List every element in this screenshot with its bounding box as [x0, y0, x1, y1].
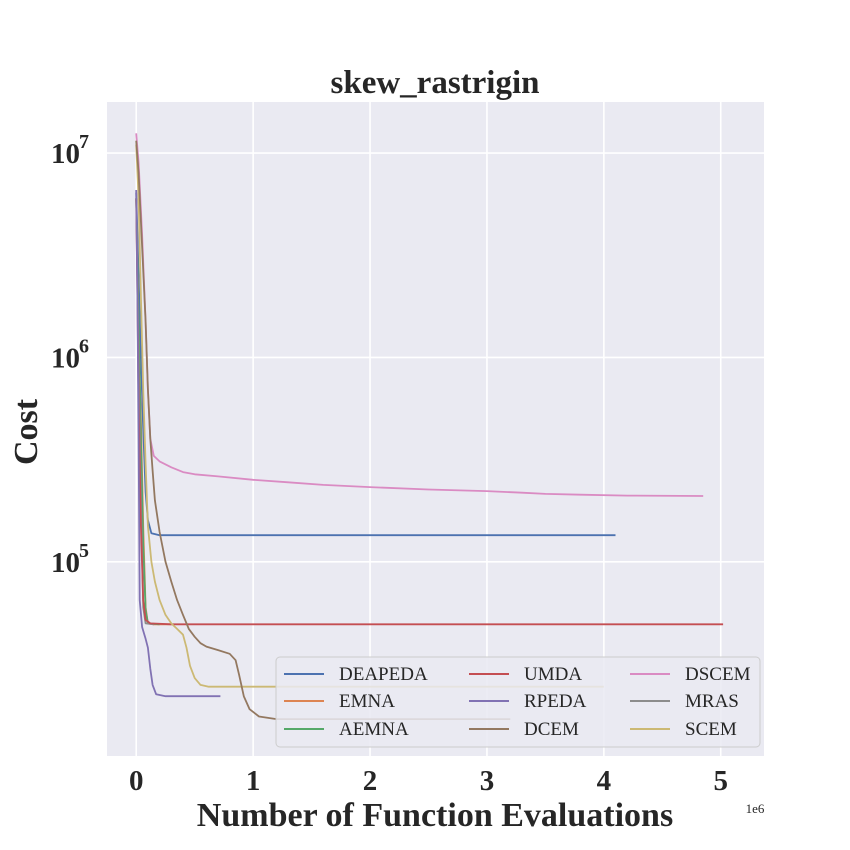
legend-label-mras: MRAS	[685, 691, 739, 712]
legend-label-umda: UMDA	[524, 664, 582, 685]
legend-label-rpeda: RPEDA	[524, 691, 587, 712]
legend-label-dscem: DSCEM	[685, 664, 751, 685]
series-line-dcem	[135, 140, 511, 720]
x-tick-label: 3	[480, 765, 495, 797]
x-axis-label: Number of Function Evaluations	[197, 797, 673, 834]
legend-label-deapeda: DEAPEDA	[339, 664, 428, 685]
legend-label-dcem: DCEM	[524, 719, 579, 740]
chart-title: skew_rastrigin	[331, 65, 540, 101]
y-tick-exponent: 7	[79, 131, 89, 153]
y-tick-exponent: 6	[79, 335, 89, 357]
legend-label-emna: EMNA	[339, 691, 395, 712]
x-tick-label: 4	[597, 765, 612, 797]
y-tick-label: 10	[51, 138, 80, 170]
plot-area	[107, 102, 764, 756]
legend: DEAPEDA EMNA AEMNA UMDA RPEDA DCEM DSCEM MRAS SC…	[275, 656, 761, 748]
x-tick-label: 2	[363, 765, 378, 797]
legend-frame	[275, 656, 761, 748]
legend-label-aemna: AEMNA	[339, 719, 409, 740]
y-axis-label: Cost	[8, 398, 45, 465]
x-tick-label: 0	[129, 765, 144, 797]
series-line-rpeda	[135, 189, 221, 698]
series-group	[135, 133, 724, 720]
series-line-deapeda	[135, 192, 616, 537]
y-tick-exponent: 5	[79, 540, 89, 562]
x-tick-label: 1	[246, 765, 261, 797]
legend-label-scem: SCEM	[685, 719, 737, 740]
y-tick-label: 10	[51, 342, 80, 374]
x-tick-labels: 0 1 2 3 4 5	[129, 765, 728, 797]
x-tick-label: 5	[713, 765, 728, 797]
y-tick-label: 10	[51, 547, 80, 579]
x-offset-label: 1e6	[746, 801, 765, 816]
